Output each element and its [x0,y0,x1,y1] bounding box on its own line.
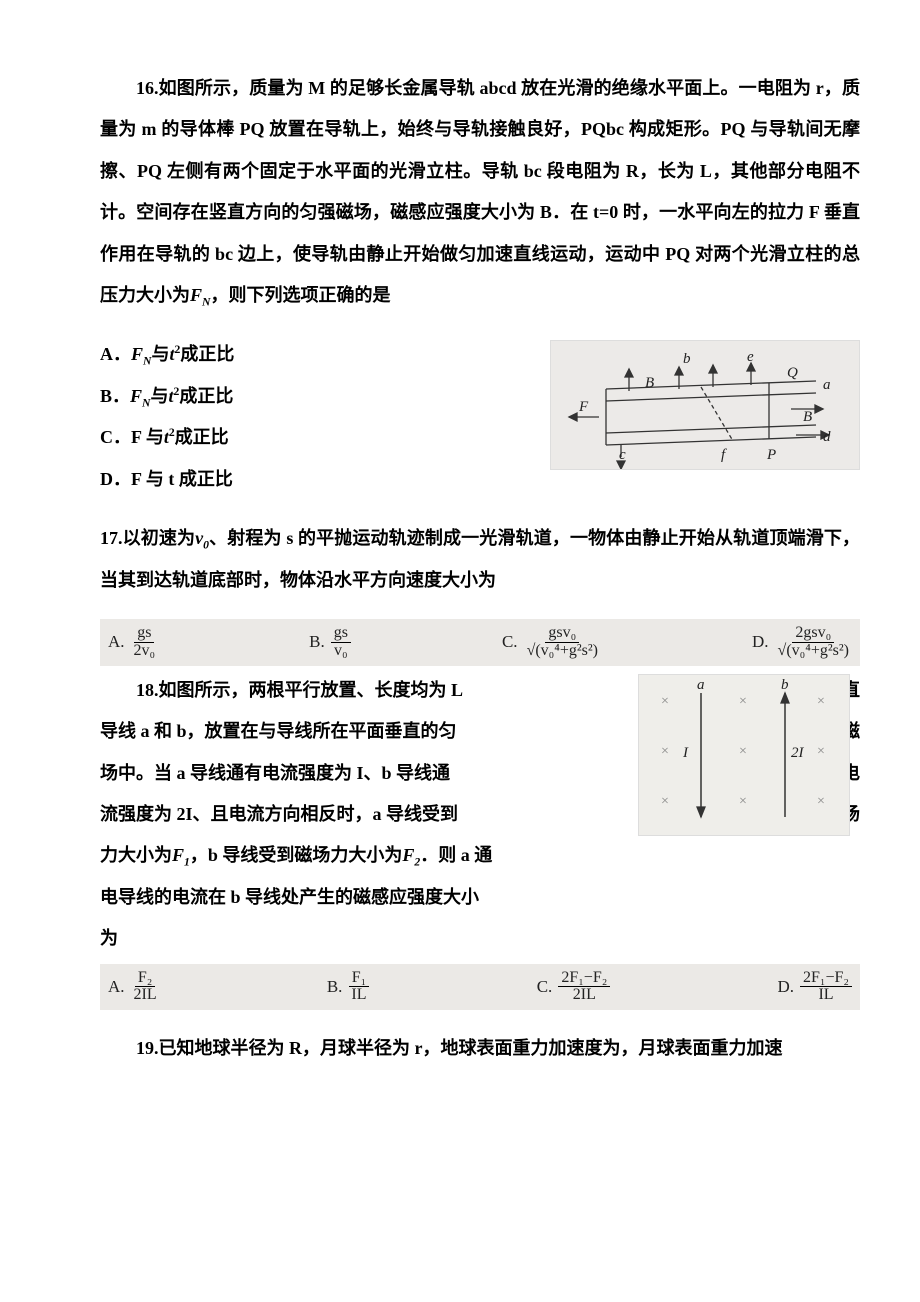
q17-B-num: gs [331,625,351,643]
svg-text:×: × [739,744,747,759]
svg-text:P: P [766,447,776,463]
svg-text:×: × [739,794,747,809]
svg-text:F: F [578,399,589,415]
svg-text:d: d [823,429,831,445]
q18-figure: × × × × × × × × × a b I 2I [638,674,850,836]
q18-C-num: 2F₁−F₂ [558,970,610,988]
q18-B-den: IL [348,987,369,1004]
q17-v: v [195,528,203,548]
q18-optD: D. 2F₁−F₂IL [777,970,852,1005]
q18-l1a: 18.如图所示，两根平行放置、长度均为 L [100,670,620,711]
q18-A-num: F₂ [135,970,155,988]
q18-l5a: 力大小为 [100,845,172,865]
q17-A-num: gs [134,625,154,643]
svg-text:×: × [661,744,669,759]
q17-body: 17.以初速为v0、射程为 s 的平抛运动轨迹制成一光滑轨道，一物体由静止开始从… [100,518,860,601]
q16-options-block: A．FN与t2成正比 B．FN与t2成正比 C．F 与t2成正比 D．F 与 t… [100,334,860,500]
q17-options: A. gs2v₀ B. gsv₀ C. gsv₀√(v₀⁴+g²s²) D. 2… [100,619,860,666]
q18-A-label: A. [108,977,125,997]
svg-text:B: B [645,375,654,391]
svg-text:a: a [823,377,831,393]
q16-optC-pre: C．F 与 [100,427,164,447]
q16-optB-pre: B． [100,386,130,406]
svg-text:×: × [739,694,747,709]
q16-optA-var: F [131,344,143,364]
q17-optA: A. gs2v₀ [108,625,158,660]
q18-C-label: C. [537,977,553,997]
q16-optB-mid: 与 [150,386,168,406]
q18-block: × × × × × × × × × a b I 2I 18.如图所示，两根平行放置、长度均为… [100,670,860,960]
q16-optA-mid: 与 [151,344,169,364]
q19-body: 19.已知地球半径为 R，月球半径为 r，地球表面重力加速度为，月球表面重力加速 [100,1028,860,1069]
q18-l5p: ．则 a 通 [420,845,492,865]
q18-optB: B. F₁IL [327,970,370,1005]
svg-text:b: b [781,677,789,693]
q16-optB-post: 成正比 [179,386,233,406]
q18-B-num: F₁ [349,970,369,988]
svg-text:Q: Q [787,365,798,381]
q17-optC: C. gsv₀√(v₀⁴+g²s²) [502,625,601,660]
q18-l3a: 场中。当 a 导线通有电流强度为 I、b 导线通 [100,753,620,794]
svg-text:×: × [817,694,825,709]
q18-l6: 电导线的电流在 b 导线处产生的磁感应强度大小 [100,877,860,918]
q17-D-num: 2gsv₀ [792,625,834,643]
q17-D-den: √(v₀⁴+g²s²) [775,643,852,660]
q16-text: 16.如图所示，质量为 M 的足够长金属导轨 abcd 放在光滑的绝缘水平面上。… [100,78,860,305]
q17-mid: 、射程为 s 的平抛运动轨迹制成一光滑轨道，一物体由静止开始从轨道顶端滑下，当其… [100,528,860,590]
q18-optA: A. F₂2IL [108,970,160,1005]
q16-optA-pre: A． [100,344,131,364]
q18-f2v: F [402,845,414,865]
q17-B-den: v₀ [331,643,351,660]
q17-C-num: gsv₀ [545,625,579,643]
svg-text:e: e [747,349,754,365]
q18-l7: 为 [100,918,860,959]
q17-B-label: B. [309,632,325,652]
q16-optB-var: F [130,386,142,406]
q18-options: A. F₂2IL B. F₁IL C. 2F₁−F₂2IL D. 2F₁−F₂I… [100,964,860,1011]
q18-C-den: 2IL [570,987,599,1004]
q17-optB: B. gsv₀ [309,625,351,660]
svg-text:×: × [817,794,825,809]
q18-D-den: IL [815,987,836,1004]
q18-l5m: ，b 导线受到磁场力大小为 [190,845,403,865]
svg-text:×: × [817,744,825,759]
q18-l2a: 导线 a 和 b，放置在与导线所在平面垂直的匀 [100,711,620,752]
q16-tail: ，则下列选项正确的是 [210,285,390,305]
q17-pre: 17.以初速为 [100,528,195,548]
svg-text:B: B [803,409,812,425]
q17-C-label: C. [502,632,518,652]
q18-l4a: 流强度为 2I、且电流方向相反时，a 导线受到 [100,794,620,835]
q18-optC: C. 2F₁−F₂2IL [537,970,611,1005]
q16-optA-post: 成正比 [180,344,234,364]
svg-text:×: × [661,694,669,709]
svg-text:2I: 2I [791,745,805,761]
q18-f1v: F [172,845,184,865]
q18-l5: 力大小为F1，b 导线受到磁场力大小为F2．则 a 通 [100,835,860,877]
q17-C-den: √(v₀⁴+g²s²) [524,643,601,660]
q17-D-label: D. [752,632,769,652]
q16-figure: b e Q a B F B c f P d [550,340,860,470]
q18-D-num: 2F₁−F₂ [800,970,852,988]
svg-text:c: c [619,447,626,463]
q16-body: 16.如图所示，质量为 M 的足够长金属导轨 abcd 放在光滑的绝缘水平面上。… [100,68,860,316]
svg-text:a: a [697,677,705,693]
q17-A-label: A. [108,632,125,652]
q17-optD: D. 2gsv₀√(v₀⁴+g²s²) [752,625,852,660]
q18-B-label: B. [327,977,343,997]
svg-text:I: I [682,745,689,761]
q18-A-den: 2IL [131,987,160,1004]
q16-fn-var: F [190,285,202,305]
q16-optC-post: 成正比 [175,427,229,447]
svg-text:×: × [661,794,669,809]
q17-A-den: 2v₀ [131,643,159,660]
svg-text:f: f [721,447,727,463]
q18-D-label: D. [777,977,794,997]
svg-text:b: b [683,351,691,367]
